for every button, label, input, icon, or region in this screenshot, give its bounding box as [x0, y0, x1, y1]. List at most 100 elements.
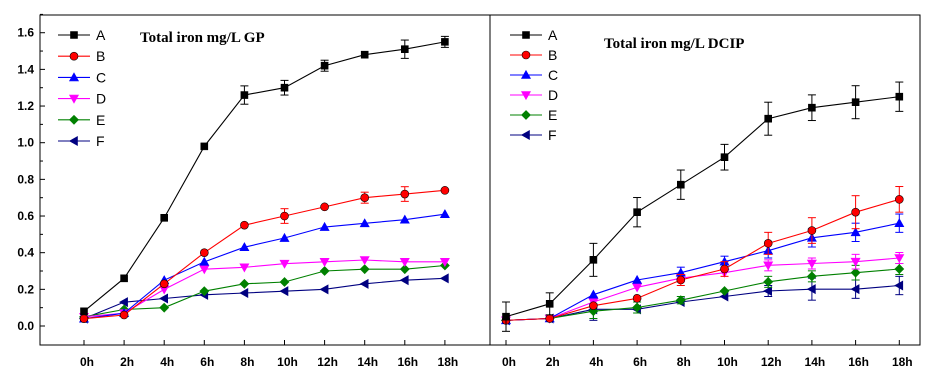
data-point-C	[199, 256, 210, 266]
data-point-D	[319, 258, 330, 267]
series-line-D	[83, 259, 445, 318]
data-point-A	[441, 38, 449, 46]
data-point-F	[279, 286, 289, 297]
data-point-A	[545, 300, 554, 308]
legend-marker-C	[520, 69, 532, 79]
legend-marker-A	[522, 31, 530, 39]
x-tick-label: 10h	[717, 355, 738, 369]
data-point-B	[320, 202, 329, 212]
data-point-D	[632, 283, 643, 293]
data-point-C	[894, 218, 905, 227]
legend-marker-E	[69, 114, 79, 125]
data-point-D	[239, 263, 250, 273]
data-point-B	[632, 294, 642, 303]
data-point-A	[720, 153, 729, 161]
x-tick-label: 14h	[805, 355, 826, 369]
legend-marker-D	[520, 91, 532, 101]
legend-label-A: A	[96, 27, 106, 43]
legend-marker-C	[68, 72, 80, 82]
data-point-F	[159, 293, 168, 304]
y-tick-label: 1.2	[17, 99, 34, 113]
data-point-C	[279, 232, 290, 242]
data-point-E	[399, 264, 410, 275]
data-point-A	[589, 256, 598, 264]
data-point-C	[850, 227, 861, 237]
data-point-A	[200, 142, 209, 151]
chart-panel-gp: 0.0 0.2 0.4 0.6 0.8 1.0 1.2 1.4 1.6 1.8 0h 2h 4h 6h 8h…	[17, 0, 491, 369]
series-line-A	[505, 96, 900, 318]
data-point-D	[399, 258, 410, 267]
data-point-F	[319, 284, 329, 295]
x-tick-label: 0h	[502, 355, 516, 369]
data-point-E	[806, 271, 817, 282]
legend-label-D: D	[96, 91, 106, 107]
data-point-A	[160, 214, 168, 222]
series-line-F	[505, 284, 900, 321]
series-line-B	[505, 198, 900, 321]
data-point-C	[319, 221, 330, 231]
data-point-C	[632, 274, 643, 284]
y-tick-label: 0.2	[17, 282, 34, 296]
data-point-B	[763, 239, 773, 248]
legend-label-A: A	[548, 27, 558, 43]
data-point-B	[851, 207, 860, 217]
plot-frame	[39, 14, 491, 346]
data-point-B	[200, 248, 209, 257]
series-line-A	[83, 41, 445, 312]
series-line-B	[83, 189, 445, 320]
series-A	[80, 35, 449, 316]
data-point-A	[401, 45, 409, 54]
data-point-F	[359, 278, 369, 289]
legend-label-E: E	[548, 107, 557, 123]
series-line-C	[83, 213, 445, 320]
x-tick-label: 6h	[633, 355, 647, 369]
data-point-E	[675, 295, 686, 306]
legend-label-F: F	[548, 127, 557, 143]
legend-marker-E	[521, 110, 531, 120]
data-point-A	[764, 114, 772, 123]
data-point-B	[807, 226, 817, 235]
data-point-B	[280, 211, 289, 221]
data-point-F	[806, 284, 816, 295]
data-point-F	[439, 273, 449, 284]
x-tick-label: 12h	[761, 355, 782, 369]
data-point-B	[589, 301, 598, 310]
legend-marker-B	[69, 51, 79, 61]
data-point-D	[439, 258, 450, 267]
data-point-F	[894, 280, 904, 291]
y-tick-label: 1.8	[17, 0, 34, 3]
data-point-D	[279, 259, 290, 269]
legend-marker-A	[70, 31, 78, 39]
data-point-F	[239, 287, 249, 299]
legend-marker-B	[521, 50, 531, 60]
data-point-A	[851, 98, 860, 107]
data-point-A	[895, 92, 904, 101]
data-point-A	[677, 180, 685, 189]
x-tick-label: 6h	[200, 355, 214, 369]
y-tick-label: 1.6	[17, 26, 34, 40]
data-point-A	[808, 103, 816, 112]
data-point-A	[360, 50, 369, 59]
data-point-A	[633, 208, 641, 216]
data-point-F	[763, 285, 772, 297]
data-point-A	[80, 307, 88, 316]
x-tick-label: 12h	[317, 355, 338, 369]
data-point-B	[676, 275, 686, 285]
data-point-D	[894, 254, 905, 264]
data-point-B	[360, 193, 370, 202]
data-point-E	[319, 266, 330, 276]
data-point-A	[280, 83, 289, 92]
data-point-B	[159, 279, 169, 289]
plot-frame	[489, 14, 921, 346]
series-F	[78, 273, 449, 324]
x-tick-label: 0h	[80, 355, 94, 369]
x-tick-label: 2h	[120, 355, 134, 369]
x-tick-label: 14h	[357, 355, 378, 369]
x-tick-label: 18h	[892, 355, 913, 369]
data-point-E	[894, 264, 905, 274]
data-point-D	[763, 261, 774, 271]
legend-label-C: C	[548, 67, 558, 83]
legend-label-C: C	[96, 69, 106, 85]
data-point-B	[440, 186, 450, 195]
